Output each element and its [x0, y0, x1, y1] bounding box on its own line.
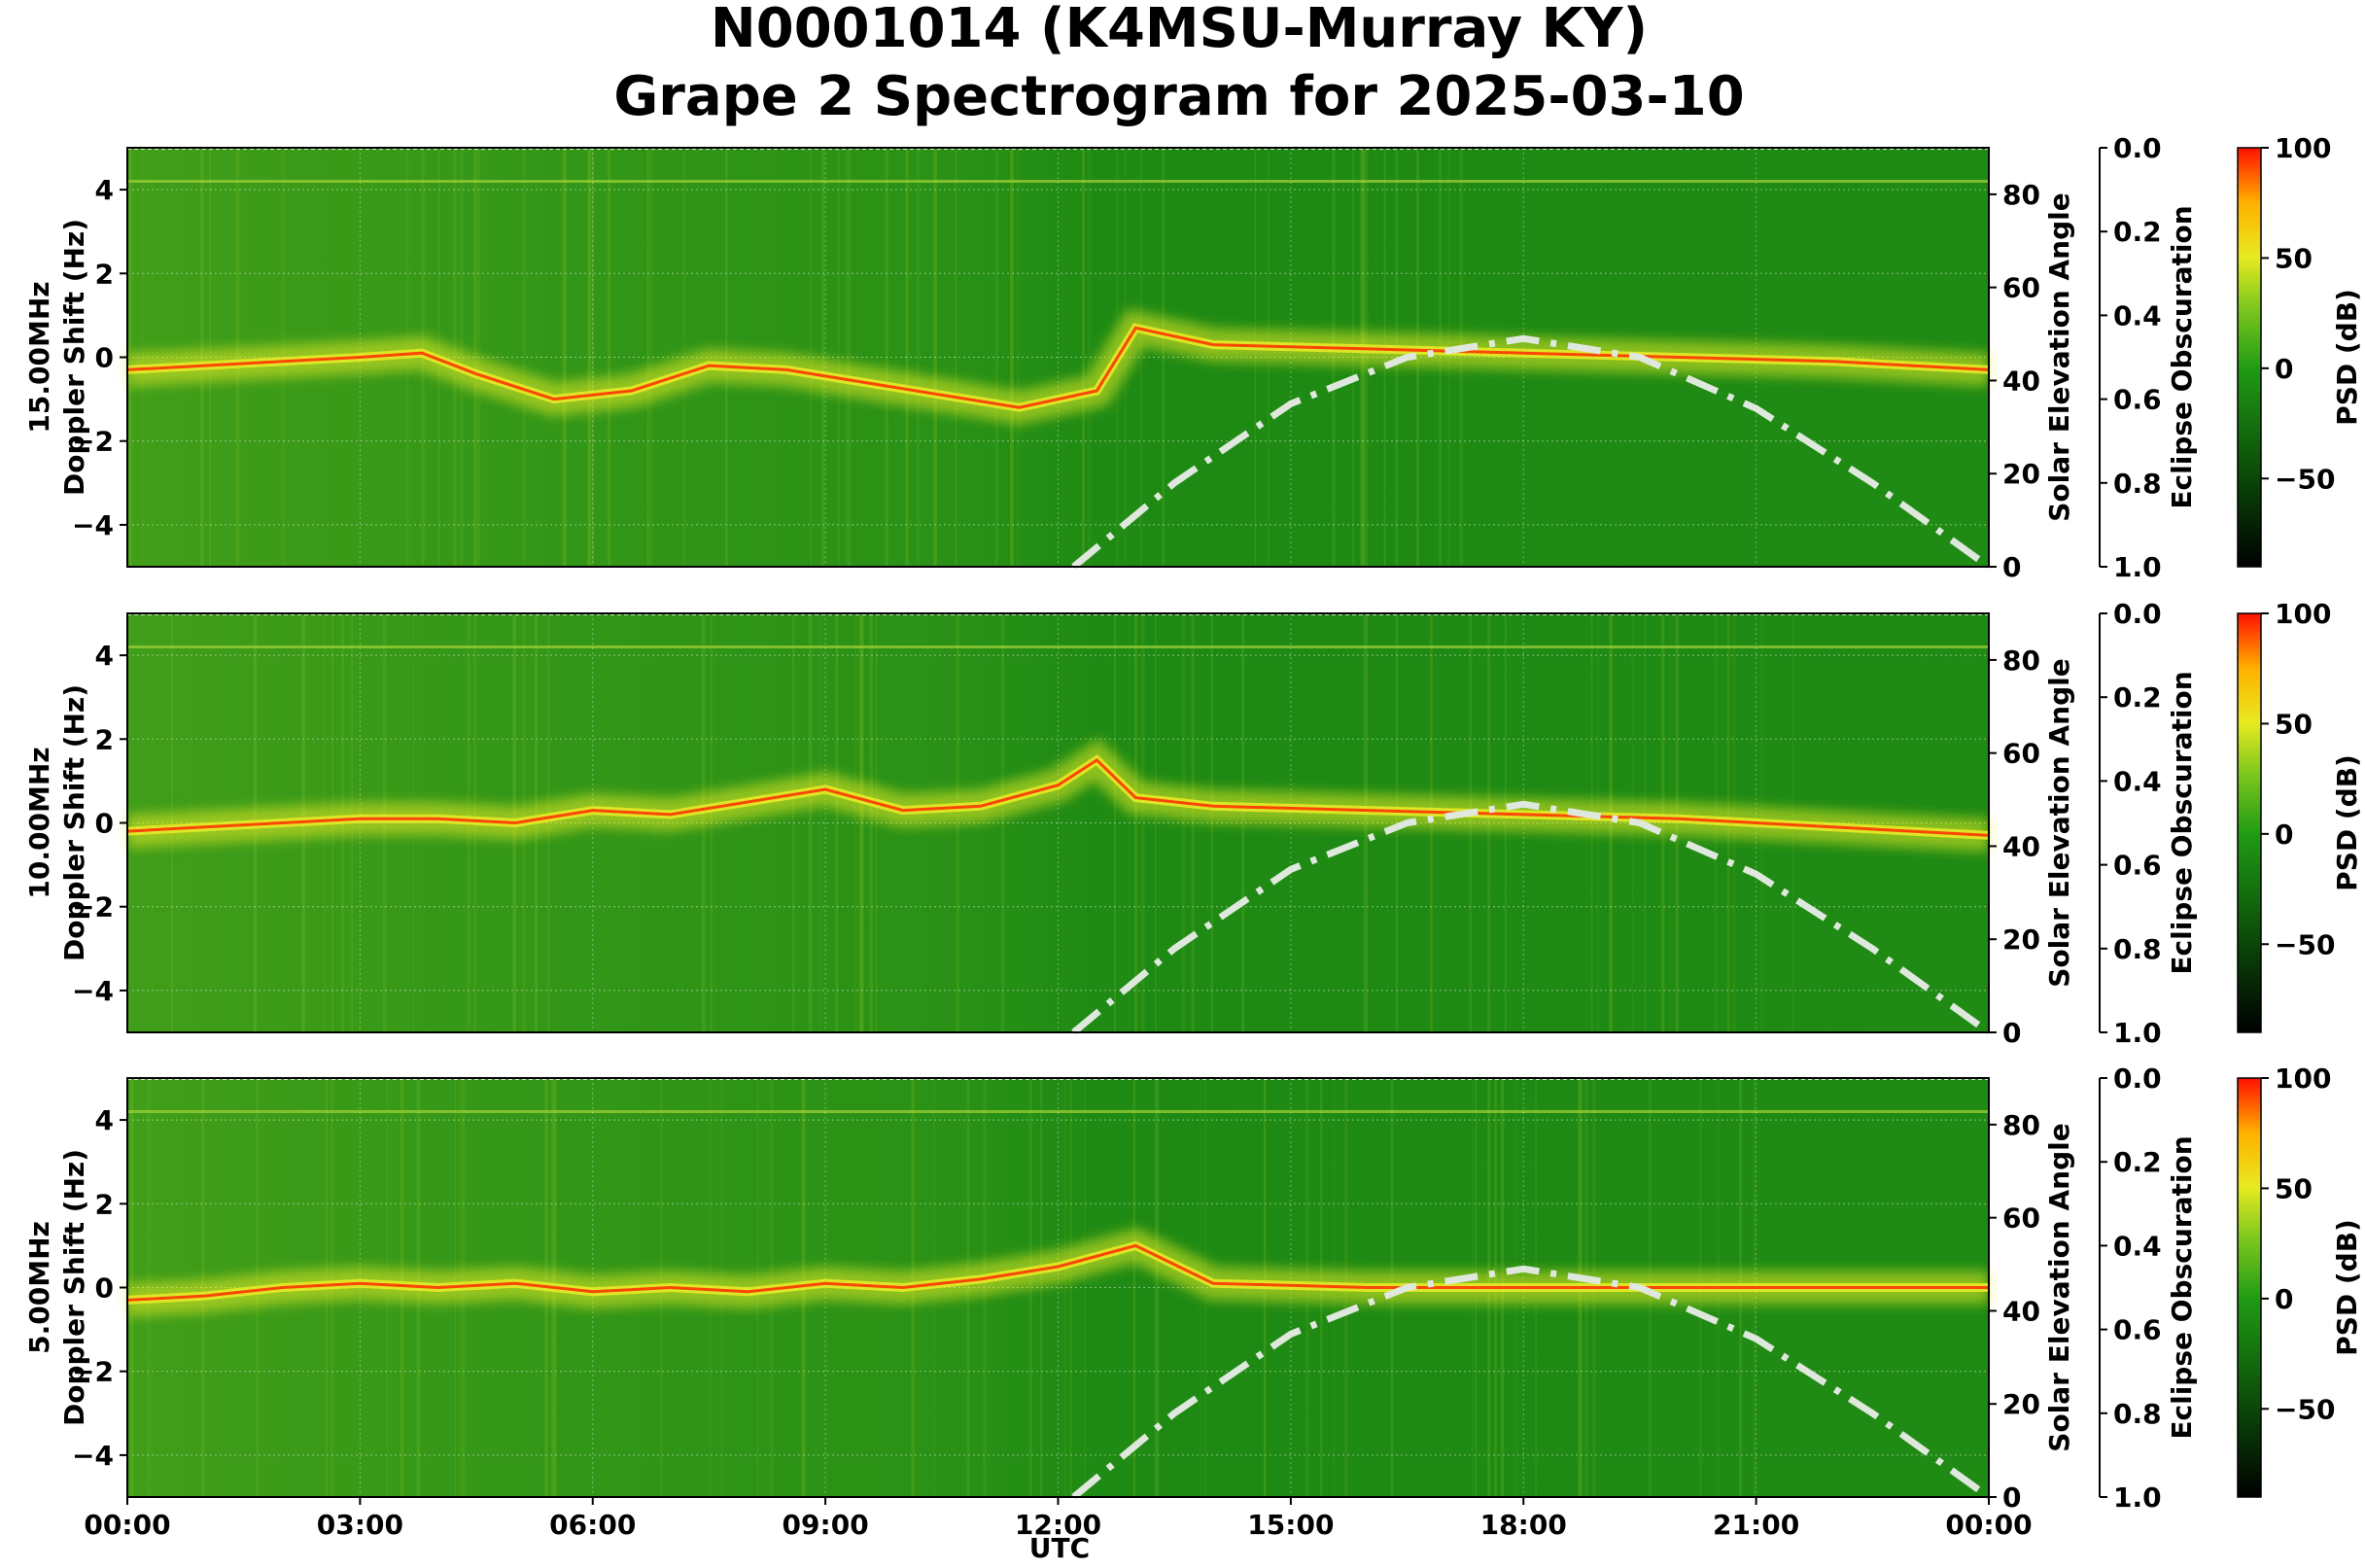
elevation-tick-label: 80	[2002, 645, 2040, 677]
elevation-tick-label: 20	[2002, 923, 2040, 956]
y-tick-label: −4	[72, 509, 114, 541]
y-tick-label: −4	[72, 1440, 114, 1472]
obscuration-tick-label: 0.2	[2113, 1146, 2162, 1178]
x-tick-label: 00:00	[1945, 1509, 2032, 1541]
y-tick-label: 4	[95, 174, 114, 206]
obscuration-tick-label: 0.2	[2113, 216, 2162, 248]
colorbar-tick-label: −50	[2275, 463, 2335, 495]
obscuration-tick-label: 0.6	[2113, 1314, 2162, 1346]
elevation-tick-label: 40	[2002, 365, 2040, 397]
y-tick-label: 2	[95, 258, 114, 290]
x-axis: 00:00 03:00 06:00 09:00 12:00 15:00 18:00 21:00…	[84, 1497, 2033, 1541]
x-tick-label: 18:00	[1480, 1509, 1567, 1541]
title-line-1: N0001014 (K4MSU-Murray KY)	[711, 0, 1648, 60]
panel-0: 420−2−415.00MHz Doppler Shift (Hz)8060402…	[23, 132, 2363, 583]
y-axis-label: 10.00MHz Doppler Shift (Hz)	[23, 684, 90, 961]
elevation-tick-label: 60	[2002, 738, 2040, 770]
y-tick-label: −2	[72, 426, 114, 458]
colorbar-tick-label: 50	[2275, 708, 2313, 740]
elevation-tick-label: 0	[2002, 1017, 2021, 1049]
elevation-tick-label: 20	[2002, 458, 2040, 490]
obscuration-tick-label: 0.8	[2113, 933, 2162, 965]
x-tick-label: 21:00	[1713, 1509, 1799, 1541]
elevation-tick-label: 20	[2002, 1388, 2040, 1420]
obscuration-tick-label: 0.4	[2113, 299, 2162, 331]
elevation-tick-label: 80	[2002, 1109, 2040, 1141]
obscuration-tick-label: 0.8	[2113, 468, 2162, 500]
obscuration-tick-label: 0.0	[2113, 598, 2162, 630]
colorbar-label: PSD (dB)	[2331, 289, 2363, 426]
x-tick-label: 06:00	[549, 1509, 636, 1541]
panels: 420−2−415.00MHz Doppler Shift (Hz)8060402…	[23, 132, 2363, 1514]
obscuration-tick-label: 0.2	[2113, 681, 2162, 714]
y-tick-label: 2	[95, 1188, 114, 1220]
elevation-tick-label: 60	[2002, 1202, 2040, 1235]
y-axis-label: 15.00MHz Doppler Shift (Hz)	[23, 219, 90, 496]
eclipse-obscuration-label: Eclipse Obscuration	[2166, 1135, 2198, 1439]
y-tick-label: 0	[95, 808, 114, 840]
solar-elevation-curve	[1071, 334, 1992, 570]
y-tick-label: 0	[95, 342, 114, 374]
colorbar-tick-label: 0	[2275, 1283, 2293, 1315]
x-tick-label: 15:00	[1247, 1509, 1334, 1541]
title-line-2: Grape 2 Spectrogram for 2025-03-10	[613, 65, 1744, 128]
elevation-tick-label: 0	[2002, 1481, 2021, 1514]
y-tick-label: −2	[72, 1356, 114, 1388]
obscuration-tick-label: 0.0	[2113, 132, 2162, 164]
obscuration-tick-label: 0.6	[2113, 850, 2162, 882]
colorbar-tick-label: −50	[2275, 1393, 2335, 1425]
solar-elevation-curve	[1071, 800, 1992, 1035]
x-tick-label: 12:00	[1015, 1509, 1101, 1541]
doppler-trace-peak	[126, 1243, 1989, 1302]
x-axis-label: UTC	[1029, 1532, 1090, 1564]
y-tick-label: −4	[72, 975, 114, 1007]
obscuration-tick-label: 0.6	[2113, 384, 2162, 416]
colorbar-tick-label: 50	[2275, 1172, 2313, 1204]
colorbar-tick-label: 100	[2275, 598, 2331, 630]
obscuration-tick-label: 0.8	[2113, 1398, 2162, 1430]
eclipse-obscuration-label: Eclipse Obscuration	[2166, 205, 2198, 508]
colorbar	[2237, 147, 2262, 568]
y-tick-label: 0	[95, 1272, 114, 1305]
colorbar	[2237, 1077, 2262, 1498]
colorbar-tick-label: −50	[2275, 928, 2335, 960]
elevation-tick-label: 40	[2002, 830, 2040, 862]
elevation-tick-label: 80	[2002, 179, 2040, 211]
elevation-tick-label: 40	[2002, 1295, 2040, 1327]
doppler-trace-peak	[126, 326, 1990, 409]
obscuration-tick-label: 0.4	[2113, 1230, 2162, 1262]
colorbar	[2237, 612, 2262, 1033]
colorbar-label: PSD (dB)	[2331, 1219, 2363, 1356]
obscuration-tick-label: 1.0	[2113, 1481, 2162, 1514]
colorbar-tick-label: 50	[2275, 242, 2313, 274]
y-tick-label: 4	[95, 640, 114, 672]
y-tick-label: −2	[72, 891, 114, 923]
solar-elevation-label: Solar Elevation Angle	[2043, 192, 2075, 521]
colorbar-tick-label: 0	[2275, 819, 2293, 851]
obscuration-tick-label: 0.0	[2113, 1063, 2162, 1095]
y-tick-label: 2	[95, 723, 114, 755]
solar-elevation-label: Solar Elevation Angle	[2043, 658, 2075, 987]
panel-1: 420−2−410.00MHz Doppler Shift (Hz)8060402…	[23, 598, 2363, 1049]
panel-2: 420−2−45.00MHz Doppler Shift (Hz)80604020…	[23, 1063, 2363, 1514]
colorbar-tick-label: 100	[2275, 132, 2331, 164]
y-tick-label: 4	[95, 1104, 114, 1136]
x-tick-label: 00:00	[84, 1509, 170, 1541]
obscuration-tick-label: 1.0	[2113, 551, 2162, 583]
colorbar-label: PSD (dB)	[2331, 754, 2363, 891]
colorbar-tick-label: 100	[2275, 1063, 2331, 1095]
x-tick-label: 09:00	[783, 1509, 869, 1541]
elevation-tick-label: 0	[2002, 551, 2021, 583]
eclipse-obscuration-label: Eclipse Obscuration	[2166, 671, 2198, 974]
elevation-tick-label: 60	[2002, 272, 2040, 304]
obscuration-tick-label: 1.0	[2113, 1017, 2162, 1049]
solar-elevation-label: Solar Elevation Angle	[2043, 1123, 2075, 1451]
x-tick-label: 03:00	[317, 1509, 403, 1541]
solar-elevation-curve	[1071, 1265, 1992, 1500]
obscuration-tick-label: 0.4	[2113, 765, 2162, 797]
y-axis-label: 5.00MHz Doppler Shift (Hz)	[23, 1149, 90, 1426]
colorbar-tick-label: 0	[2275, 353, 2293, 385]
